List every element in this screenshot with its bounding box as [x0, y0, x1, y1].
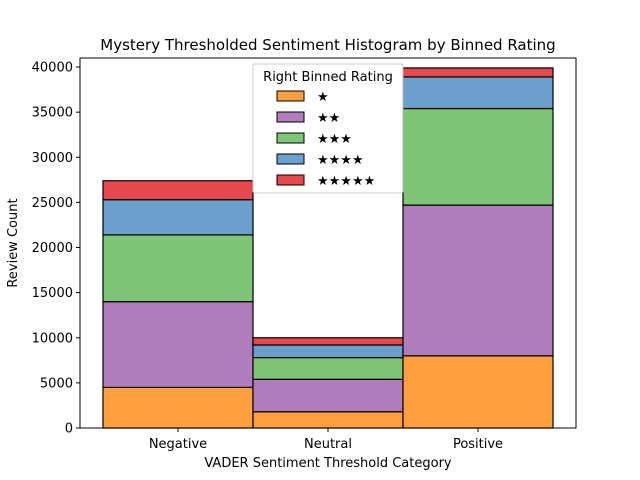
bar-segment-neutral-4-star — [252, 344, 404, 359]
y-tick-label: 10000 — [32, 331, 73, 346]
bar-segment-negative-1-star — [102, 386, 254, 429]
bar-segment-negative-4-star — [102, 199, 254, 236]
bar-segment-neutral-5-star — [252, 337, 404, 346]
x-axis-ticks: Negative Neutral Positive — [149, 428, 503, 452]
legend-label-4-star: ★★★★ — [317, 153, 364, 168]
legend: Right Binned Rating★★★★★★★★★★★★★★★ — [252, 63, 404, 194]
bar-segment-positive-4-star — [402, 76, 554, 110]
legend-label-5-star: ★★★★★ — [317, 174, 375, 189]
y-axis-ticks: 0 5000 10000 15000 20000 25000 30000 35000 40000 — [32, 61, 80, 437]
y-tick-label: 15000 — [32, 286, 73, 301]
legend-swatch-1-star — [276, 90, 305, 102]
bar-segment-positive-2-star — [402, 204, 554, 357]
y-tick-label: 40000 — [32, 61, 73, 76]
x-axis-label: VADER Sentiment Threshold Category — [204, 456, 452, 471]
bar-segment-neutral-3-star — [252, 357, 404, 380]
legend-swatch-3-star — [276, 132, 305, 144]
y-tick-label: 5000 — [40, 376, 73, 391]
legend-label-3-star: ★★★ — [317, 132, 352, 147]
y-axis-label: Review Count — [6, 198, 21, 287]
bar-segment-positive-1-star — [402, 355, 554, 429]
bar-segment-positive-3-star — [402, 107, 554, 206]
bar-segment-negative-2-star — [102, 301, 254, 388]
y-tick-label: 20000 — [32, 241, 73, 256]
legend-label-1-star: ★ — [317, 90, 329, 105]
legend-swatch-4-star — [276, 153, 305, 165]
x-tick-label-positive: Positive — [453, 437, 503, 452]
bar-segment-neutral-1-star — [252, 411, 404, 429]
y-tick-label: 25000 — [32, 196, 73, 211]
bar-segment-positive-5-star — [402, 67, 554, 78]
x-tick-label-negative: Negative — [149, 437, 207, 452]
legend-title: Right Binned Rating — [263, 70, 393, 85]
y-tick-label: 0 — [65, 422, 73, 437]
x-tick-label-neutral: Neutral — [304, 437, 352, 452]
bar-segment-neutral-2-star — [252, 378, 404, 413]
bar-segment-negative-3-star — [102, 234, 254, 303]
y-tick-label: 35000 — [32, 106, 73, 121]
bars-group — [102, 67, 554, 429]
legend-swatch-5-star — [276, 174, 305, 186]
y-tick-label: 30000 — [32, 151, 73, 166]
bar-segment-negative-5-star — [102, 180, 254, 201]
legend-swatch-2-star — [276, 111, 305, 123]
chart-title: Mystery Thresholded Sentiment Histogram … — [100, 36, 555, 54]
legend-label-2-star: ★★ — [317, 111, 340, 126]
